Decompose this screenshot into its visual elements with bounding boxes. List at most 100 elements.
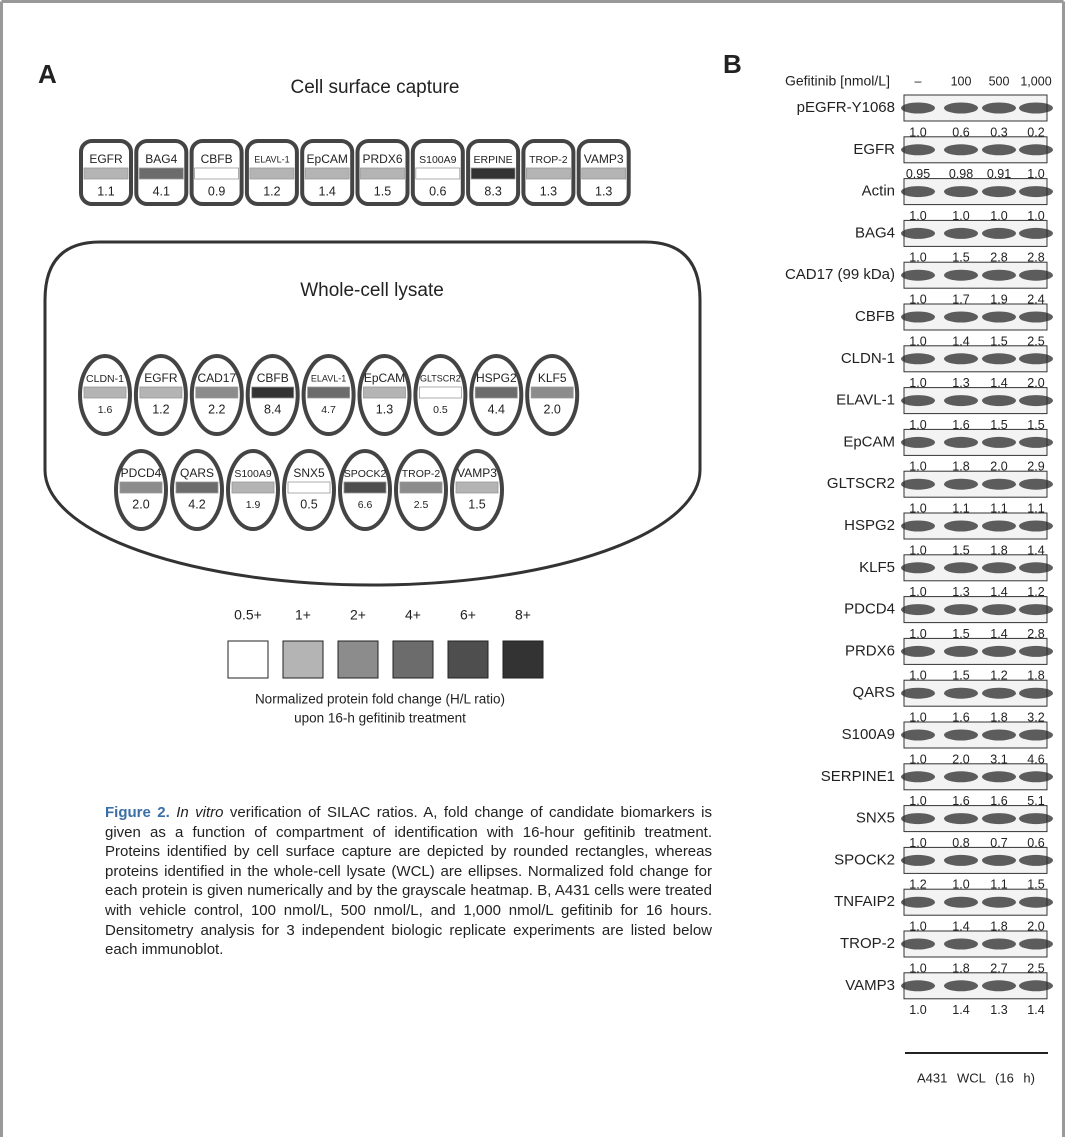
protein-name: PDCD4: [121, 466, 162, 480]
blot-band: [901, 521, 935, 532]
panel-label: A: [38, 59, 57, 89]
blot-name: SNX5: [856, 810, 895, 827]
heat-bar: [120, 482, 162, 493]
blot-band: [982, 312, 1016, 323]
heat-bar: [250, 168, 294, 179]
protein-name: CBFB: [257, 371, 289, 385]
protein-name: ELAVL-1: [311, 373, 346, 383]
blot-band: [944, 353, 978, 364]
blot-name: pEGFR-Y1068: [797, 99, 895, 116]
fold-value: 1.3: [540, 184, 557, 198]
heat-bar: [419, 387, 461, 398]
heat-bar: [582, 168, 626, 179]
blot-name: Actin: [862, 183, 895, 200]
blot-band: [944, 270, 978, 281]
protein-name: ELAVL-1: [254, 154, 289, 164]
blot-band: [1019, 855, 1053, 866]
heat-bar: [361, 168, 405, 179]
protein-name: GLTSCR2: [420, 373, 461, 383]
panel-label: B: [723, 49, 742, 79]
protein-name: BAG4: [145, 152, 177, 166]
caption-italic: In vitro: [176, 804, 223, 821]
fold-value: 1.2: [263, 184, 280, 198]
blot-band: [901, 939, 935, 950]
heat-bar: [195, 168, 239, 179]
blot-footer: A431 WCL (16 h): [917, 1070, 1035, 1085]
blot-band: [1019, 312, 1053, 323]
blot-band: [901, 479, 935, 490]
blot-name: QARS: [852, 684, 895, 701]
protein-name: EGFR: [89, 152, 123, 166]
blot-band: [901, 270, 935, 281]
blot-band: [982, 562, 1016, 573]
legend-label: 6+: [460, 607, 476, 623]
heat-bar: [400, 482, 442, 493]
blot-name: HSPG2: [844, 517, 895, 534]
blot-band: [982, 186, 1016, 197]
blot-band: [1019, 521, 1053, 532]
blot-name: EGFR: [853, 141, 895, 158]
blot-band: [982, 688, 1016, 699]
blot-band: [982, 521, 1016, 532]
fold-value: 2.0: [132, 497, 149, 511]
blot-band: [1019, 562, 1053, 573]
legend-label: 4+: [405, 607, 421, 623]
protein-name: SNX5: [293, 466, 325, 480]
heat-bar: [176, 482, 218, 493]
blot-band: [982, 228, 1016, 239]
figure-caption: Figure 2. In vitro verification of SILAC…: [105, 803, 712, 960]
blot-band: [901, 730, 935, 741]
fold-value: 1.3: [595, 184, 612, 198]
blot-band: [944, 479, 978, 490]
legend-label: 0.5+: [234, 607, 262, 623]
protein-name: CAD17: [197, 371, 236, 385]
blot-band: [944, 813, 978, 824]
dose-label: 500: [989, 74, 1010, 88]
blot-band: [901, 688, 935, 699]
heat-bar: [305, 168, 349, 179]
heat-bar: [456, 482, 498, 493]
protein-name: HSPG2: [476, 371, 517, 385]
caption-label: Figure 2.: [105, 804, 170, 821]
protein-name: S100A9: [234, 468, 272, 480]
blot-band: [1019, 771, 1053, 782]
densitometry-value: 1.0: [909, 1003, 926, 1017]
blot-band: [901, 228, 935, 239]
blot-band: [1019, 604, 1053, 615]
fold-value: 1.6: [98, 404, 113, 416]
legend-caption: upon 16-h gefitinib treatment: [294, 711, 466, 726]
protein-name: SPOCK2: [344, 468, 387, 480]
blot-band: [1019, 353, 1053, 364]
blot-band: [982, 646, 1016, 657]
blot-band: [982, 897, 1016, 908]
heat-bar: [344, 482, 386, 493]
blot-band: [1019, 186, 1053, 197]
blot-band: [901, 144, 935, 155]
blot-band: [982, 771, 1016, 782]
blot-name: SPOCK2: [834, 851, 895, 868]
blot-name: ELAVL-1: [836, 392, 895, 409]
fold-value: 1.3: [376, 402, 393, 416]
blot-band: [1019, 939, 1053, 950]
fold-value: 2.2: [208, 402, 225, 416]
blot-band: [901, 312, 935, 323]
fold-value: 1.1: [97, 184, 114, 198]
blot-band: [1019, 437, 1053, 448]
blot-band: [944, 144, 978, 155]
blot-band: [901, 353, 935, 364]
fold-value: 0.5: [300, 497, 317, 511]
heat-bar: [526, 168, 570, 179]
protein-name: PRDX6: [362, 152, 402, 166]
legend-label: 2+: [350, 607, 366, 623]
heat-bar: [196, 387, 238, 398]
legend-caption: Normalized protein fold change (H/L rati…: [255, 692, 505, 707]
protein-name: CLDN-1: [86, 373, 124, 385]
blot-band: [982, 980, 1016, 991]
heat-bar: [84, 168, 128, 179]
legend-swatch: [283, 641, 323, 678]
protein-name: ERPINE: [474, 154, 513, 166]
fold-value: 1.9: [246, 499, 261, 511]
blot-band: [901, 646, 935, 657]
blot-band: [901, 980, 935, 991]
section-title: Cell surface capture: [291, 77, 460, 98]
